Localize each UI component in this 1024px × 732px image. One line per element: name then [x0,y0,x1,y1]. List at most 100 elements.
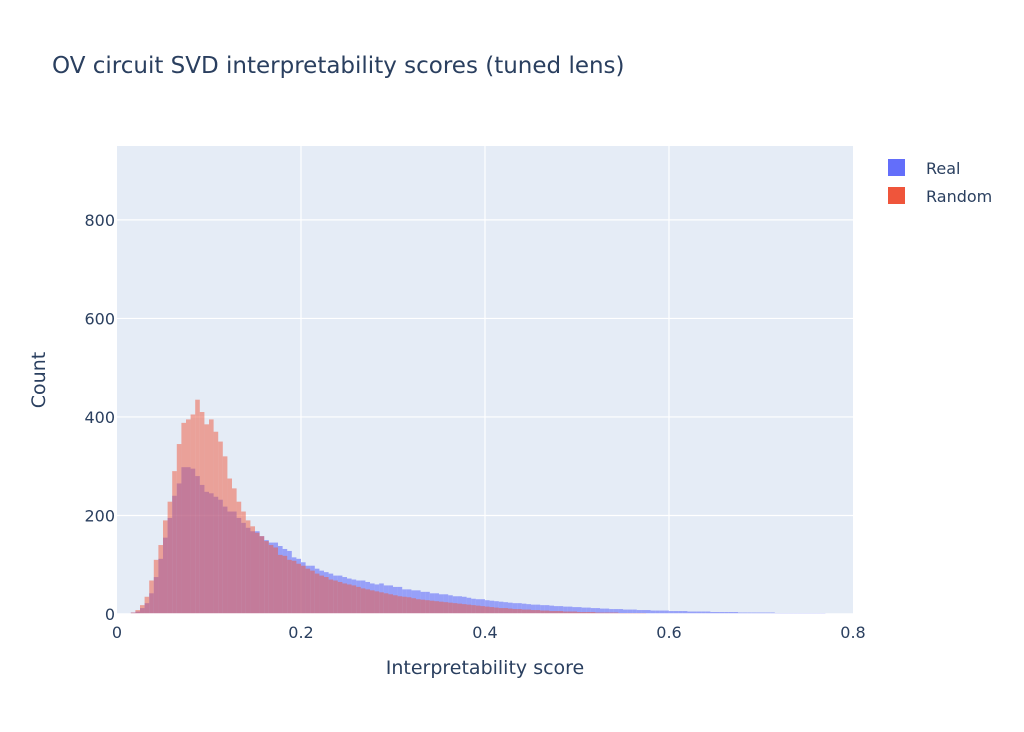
bar-random-28 [259,536,265,614]
bar-random-27 [255,532,260,614]
legend[interactable]: Real Random [888,159,992,206]
bar-random-31 [273,547,278,614]
x-tick-label-4: 0.8 [840,623,865,642]
bar-random-67 [439,601,444,614]
bar-random-37 [301,565,306,614]
bar-random-98 [581,612,587,614]
bar-random-70 [452,603,458,614]
bar-random-16 [204,424,209,614]
bar-random-89 [540,610,545,614]
bar-random-25 [245,520,251,614]
bar-random-13 [190,414,196,614]
bar-random-76 [480,606,485,614]
bar-real-110 [636,610,642,614]
bar-random-2 [140,605,145,614]
bar-real-108 [627,609,633,614]
y-tick-label-1: 200 [84,506,115,525]
bar-real-93 [558,606,564,614]
bar-random-59 [402,596,407,614]
legend-item-real[interactable]: Real [888,159,961,178]
bar-random-10 [176,444,182,614]
bar-random-7 [163,520,168,614]
bar-random-34 [287,559,292,614]
bar-random-29 [264,541,269,614]
bar-real-97 [577,607,582,614]
bar-real-96 [572,607,577,614]
bar-random-43 [328,579,334,614]
x-tick-label-1: 0.2 [288,623,313,642]
bar-random-62 [416,599,421,614]
bar-real-130 [728,612,734,614]
bar-real-131 [733,612,738,614]
bar-random-58 [397,596,403,614]
bar-random-77 [485,606,490,614]
bar-real-103 [604,608,610,614]
bar-random-56 [388,594,393,614]
bar-random-57 [393,595,398,614]
bar-random-19 [218,441,223,614]
bar-real-81 [503,602,508,614]
bar-random-24 [241,511,246,614]
bar-random-44 [333,580,338,614]
bar-random-61 [411,598,416,614]
bar-real-90 [544,605,550,614]
bar-random-5 [153,559,159,614]
bar-real-83 [512,603,518,614]
bar-random-60 [406,597,412,614]
bar-real-121 [687,611,692,614]
bar-random-46 [342,583,347,614]
bar-random-85 [521,609,527,614]
bar-random-17 [209,419,214,614]
bar-random-80 [498,608,504,614]
bar-real-119 [678,611,683,614]
bar-real-87 [531,604,536,614]
bar-random-90 [544,610,550,614]
bar-real-117 [669,611,674,614]
bar-real-114 [655,610,660,614]
bar-random-12 [186,419,191,614]
x-tick-label-0: 0 [112,623,122,642]
bar-random-38 [305,568,311,614]
bar-random-51 [365,589,370,614]
bar-random-20 [222,456,228,614]
bar-random-75 [475,605,481,614]
bar-random-79 [494,607,499,614]
series-random [130,399,711,614]
bar-real-100 [590,608,596,614]
x-tick-label-3: 0.6 [656,623,681,642]
bar-random-22 [232,488,237,614]
bar-random-32 [278,554,283,614]
bar-random-87 [531,610,536,614]
bar-real-98 [581,607,587,614]
bar-random-55 [383,593,389,614]
bar-random-71 [457,603,462,614]
bar-random-64 [425,600,430,614]
bar-random-36 [296,563,301,614]
bar-real-106 [618,609,623,614]
bar-random-69 [448,602,453,614]
chart-title: OV circuit SVD interpretability scores (… [52,53,625,79]
bar-real-120 [682,611,688,614]
bar-random-97 [577,612,582,614]
bar-random-50 [360,588,366,614]
bar-random-83 [512,609,518,614]
bar-random-82 [508,608,513,614]
legend-swatch-random [888,187,905,204]
bar-random-88 [535,610,541,614]
bar-random-39 [310,570,315,614]
bar-real-92 [554,606,559,614]
legend-label-real: Real [926,159,961,178]
bar-real-118 [673,611,679,614]
y-axis-title: Count [28,352,50,408]
bar-random-9 [172,471,177,614]
bar-random-72 [462,604,467,614]
y-axis-ticks: 0 200 400 600 800 [84,211,115,624]
bar-random-65 [429,600,435,614]
x-tick-label-2: 0.4 [472,623,497,642]
legend-item-random[interactable]: Random [888,187,992,206]
bar-random-49 [356,586,361,614]
bar-random-42 [324,577,329,614]
bar-random-21 [227,478,232,614]
bar-random-66 [434,601,439,614]
